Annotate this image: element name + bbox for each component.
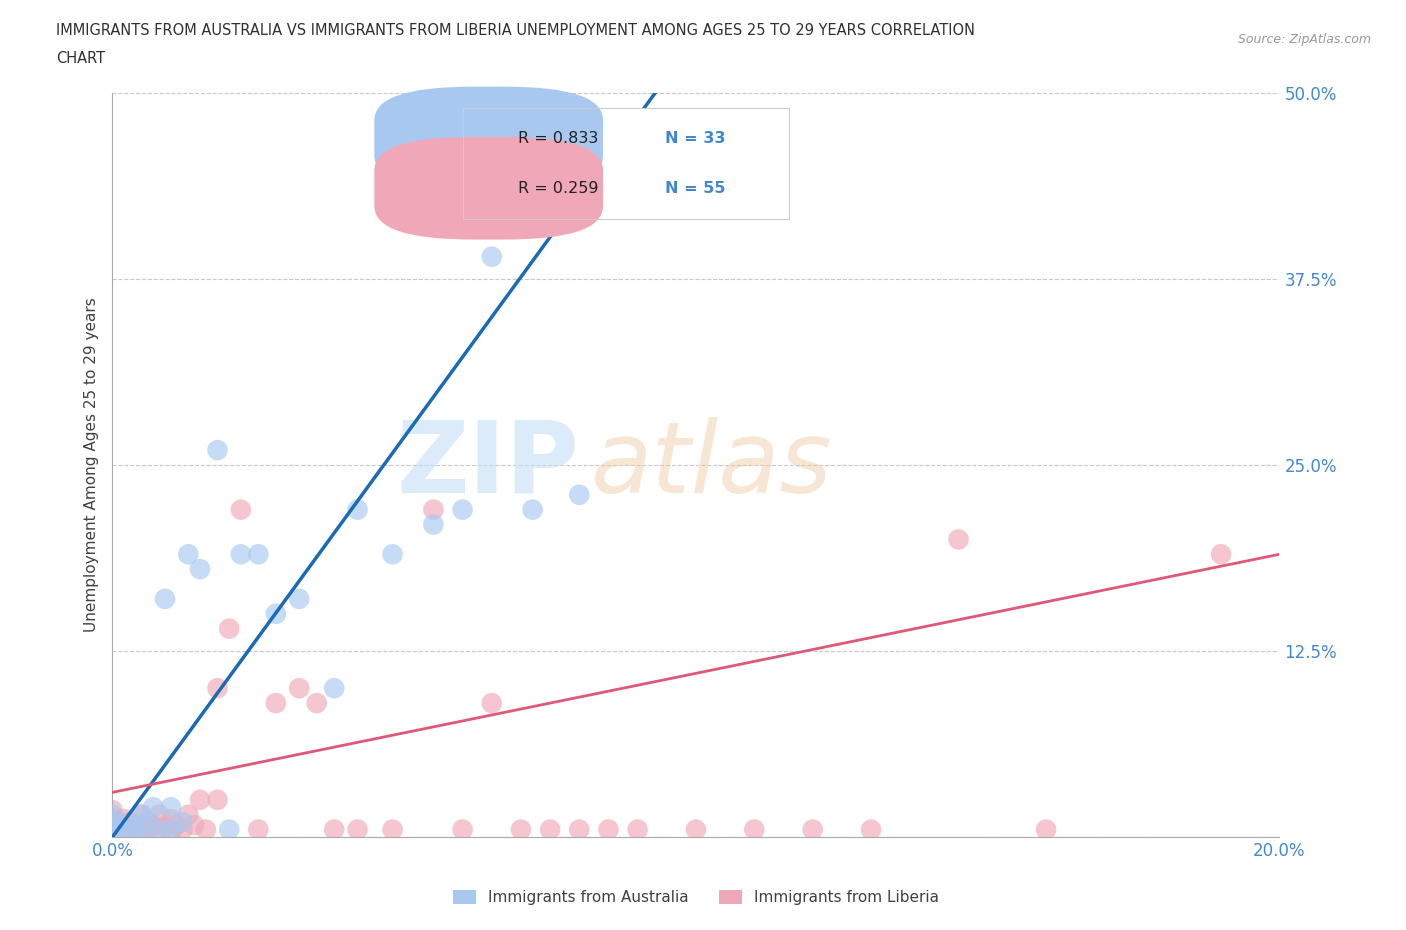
Point	[194, 822, 217, 837]
Point	[153, 591, 176, 606]
Point	[131, 830, 153, 844]
Point	[207, 443, 229, 458]
Point	[218, 822, 240, 837]
Point	[160, 800, 183, 815]
Point	[101, 803, 124, 817]
Point	[172, 815, 194, 830]
Point	[288, 591, 311, 606]
Point	[229, 547, 252, 562]
Point	[207, 792, 229, 807]
Point	[1035, 822, 1057, 837]
Point	[451, 822, 474, 837]
Point	[101, 815, 124, 830]
Point	[264, 606, 287, 621]
Point	[148, 807, 170, 822]
Point	[107, 822, 129, 837]
Point	[101, 812, 124, 827]
Point	[207, 681, 229, 696]
Point	[125, 820, 148, 835]
Point	[568, 487, 591, 502]
Point	[131, 807, 153, 822]
Point	[568, 822, 591, 837]
Point	[346, 822, 368, 837]
Point	[101, 822, 124, 837]
Point	[264, 696, 287, 711]
Point	[136, 825, 159, 840]
Point	[422, 502, 444, 517]
Point	[218, 621, 240, 636]
Point	[101, 822, 124, 837]
Point	[118, 815, 141, 830]
Text: IMMIGRANTS FROM AUSTRALIA VS IMMIGRANTS FROM LIBERIA UNEMPLOYMENT AMONG AGES 25 : IMMIGRANTS FROM AUSTRALIA VS IMMIGRANTS …	[56, 23, 976, 38]
Point	[381, 822, 404, 837]
Point	[107, 815, 129, 830]
Text: Source: ZipAtlas.com: Source: ZipAtlas.com	[1237, 33, 1371, 46]
Point	[481, 696, 503, 711]
Point	[160, 825, 183, 840]
Point	[247, 822, 270, 837]
Point	[247, 547, 270, 562]
Point	[131, 820, 153, 835]
Legend: Immigrants from Australia, Immigrants from Liberia: Immigrants from Australia, Immigrants fr…	[447, 884, 945, 911]
Point	[166, 817, 188, 832]
Point	[451, 502, 474, 517]
Point	[112, 822, 135, 837]
Point	[142, 800, 165, 815]
Point	[288, 681, 311, 696]
Point	[101, 807, 124, 822]
Point	[346, 502, 368, 517]
Text: ZIP: ZIP	[396, 417, 579, 513]
Point	[1209, 547, 1232, 562]
Point	[626, 822, 648, 837]
Point	[118, 825, 141, 840]
Point	[177, 547, 200, 562]
Point	[131, 830, 153, 844]
Point	[125, 822, 148, 837]
Point	[188, 792, 211, 807]
Point	[598, 822, 620, 837]
Point	[323, 681, 346, 696]
Text: atlas: atlas	[591, 417, 832, 513]
Text: CHART: CHART	[56, 51, 105, 66]
Point	[188, 562, 211, 577]
Point	[183, 817, 205, 832]
Point	[323, 822, 346, 837]
Point	[859, 822, 883, 837]
Point	[522, 502, 544, 517]
Point	[142, 817, 165, 832]
Point	[305, 696, 328, 711]
Point	[107, 825, 129, 840]
Point	[481, 249, 503, 264]
Y-axis label: Unemployment Among Ages 25 to 29 years: Unemployment Among Ages 25 to 29 years	[83, 298, 98, 632]
Point	[160, 812, 183, 827]
Point	[136, 815, 159, 830]
Point	[381, 547, 404, 562]
Point	[801, 822, 824, 837]
Point	[422, 517, 444, 532]
Point	[229, 502, 252, 517]
Point	[685, 822, 707, 837]
Point	[148, 822, 170, 837]
Point	[509, 822, 531, 837]
Point	[101, 817, 124, 832]
Point	[160, 822, 183, 837]
Point	[538, 822, 561, 837]
Point	[172, 822, 194, 837]
Point	[136, 815, 159, 830]
Point	[153, 819, 176, 834]
Point	[112, 822, 135, 837]
Point	[948, 532, 970, 547]
Point	[177, 807, 200, 822]
Point	[148, 822, 170, 837]
Point	[638, 115, 661, 130]
Point	[112, 812, 135, 827]
Point	[131, 807, 153, 822]
Point	[742, 822, 765, 837]
Point	[101, 830, 124, 844]
Point	[118, 815, 141, 830]
